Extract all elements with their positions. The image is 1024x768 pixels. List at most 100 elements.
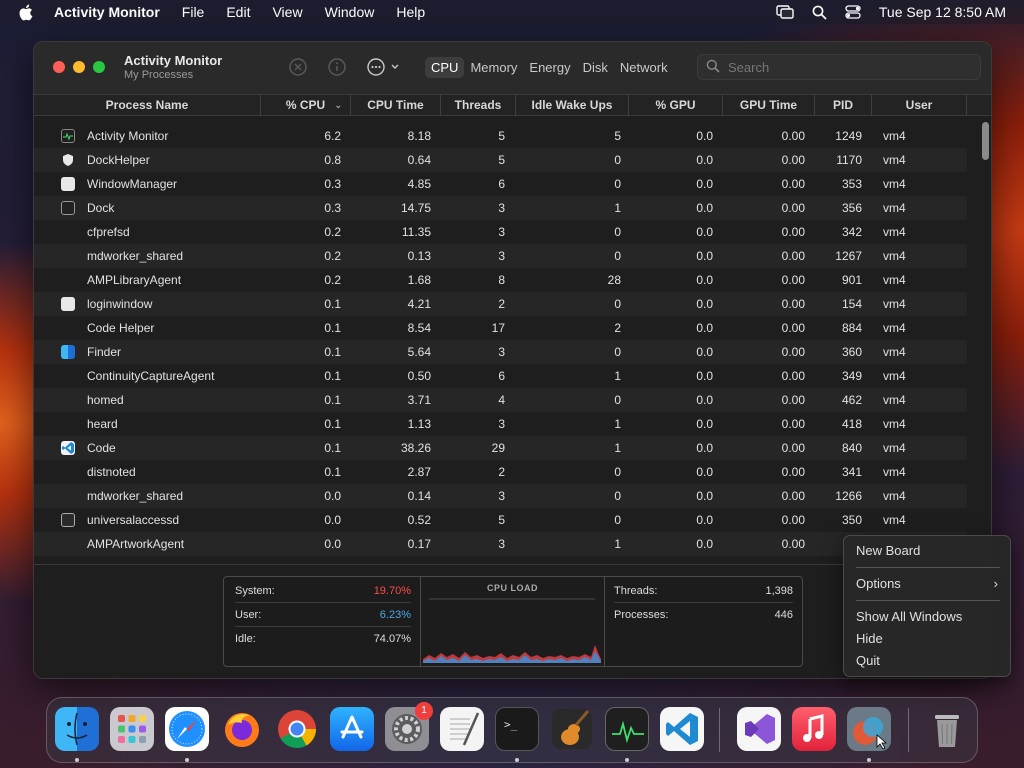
- table-row[interactable]: Activity Monitor 6.2 8.18 5 5 0.0 0.00 1249 vm4: [34, 124, 967, 148]
- cell-user: vm4: [883, 489, 906, 503]
- tab-energy[interactable]: Energy: [529, 59, 571, 75]
- table-row[interactable]: WindowManager 0.3 4.85 6 0 0.0 0.00 353 vm4: [34, 172, 967, 196]
- table-row[interactable]: cfprefsd 0.2 11.35 3 0 0.0 0.00 342 vm4: [34, 220, 967, 244]
- cell-idle: 1: [614, 441, 621, 455]
- apple-menu-icon[interactable]: [18, 4, 40, 21]
- app-store-icon[interactable]: [330, 707, 374, 751]
- chrome-icon[interactable]: [275, 707, 319, 751]
- screen-mirroring-icon[interactable]: [776, 5, 794, 19]
- table-row[interactable]: Dock 0.3 14.75 3 1 0.0 0.00 356 vm4: [34, 196, 967, 220]
- cell-cpu-time: 0.52: [407, 513, 431, 527]
- table-row[interactable]: Finder 0.1 5.64 3 0 0.0 0.00 360 vm4: [34, 340, 967, 364]
- cell-user: vm4: [883, 177, 906, 191]
- window-icon: [61, 177, 75, 191]
- menu-app-name[interactable]: Activity Monitor: [54, 4, 160, 20]
- stop-process-icon[interactable]: [288, 57, 308, 77]
- col-pid[interactable]: PID: [815, 95, 872, 116]
- textedit-icon[interactable]: [440, 707, 484, 751]
- cell-gpu: 0.0: [696, 345, 713, 359]
- menu-clock[interactable]: Tue Sep 12 8:50 AM: [878, 4, 1006, 20]
- minimize-window-button[interactable]: [73, 61, 85, 73]
- safari-icon[interactable]: [165, 707, 209, 751]
- menu-window[interactable]: Window: [324, 4, 375, 20]
- control-center-icon[interactable]: [845, 5, 861, 19]
- menu-item-hide[interactable]: Hide: [856, 629, 1002, 649]
- col-cpu-time[interactable]: CPU Time: [351, 95, 441, 116]
- tab-memory[interactable]: Memory: [470, 59, 518, 75]
- garageband-icon[interactable]: [550, 707, 594, 751]
- tab-disk[interactable]: Disk: [582, 59, 608, 75]
- search-field[interactable]: [697, 54, 981, 80]
- menu-item-quit[interactable]: Quit: [856, 651, 1002, 671]
- board-app-icon[interactable]: [847, 707, 891, 751]
- terminal-icon[interactable]: >_: [495, 707, 539, 751]
- launchpad-icon[interactable]: [110, 707, 154, 751]
- cell-gpu-time: 0.00: [781, 537, 805, 551]
- col-idle-wake-ups[interactable]: Idle Wake Ups: [516, 95, 629, 116]
- cell-user: vm4: [883, 393, 906, 407]
- col-process-name[interactable]: Process Name: [34, 95, 261, 116]
- cell-idle: 0: [614, 297, 621, 311]
- cell-idle: 2: [614, 321, 621, 335]
- table-row[interactable]: homed 0.1 3.71 4 0 0.0 0.00 462 vm4: [34, 388, 967, 412]
- menu-file[interactable]: File: [181, 4, 205, 20]
- col-user[interactable]: User: [872, 95, 967, 116]
- cell-cpu-time: 4.85: [407, 177, 431, 191]
- process-table: Activity Monitor 6.2 8.18 5 5 0.0 0.00 1249 vm4 D…: [34, 124, 967, 560]
- tab-cpu[interactable]: CPU: [425, 56, 465, 78]
- spotlight-search-icon[interactable]: [812, 5, 827, 20]
- table-scrollbar[interactable]: [981, 122, 990, 562]
- col-gpu-time[interactable]: GPU Time: [723, 95, 815, 116]
- cell-pid: 1267: [835, 249, 862, 263]
- tab-network[interactable]: Network: [619, 59, 668, 75]
- cell-gpu-time: 0.00: [781, 273, 805, 287]
- table-row[interactable]: mdworker_shared 0.0 0.14 3 0 0.0 0.00 1266 vm4: [34, 484, 967, 508]
- table-row[interactable]: AMPLibraryAgent 0.2 1.68 8 28 0.0 0.00 901 vm4: [34, 268, 967, 292]
- cell-cpu: 0.2: [324, 249, 341, 263]
- cell-user: vm4: [883, 369, 906, 383]
- vscode-icon[interactable]: [660, 707, 704, 751]
- info-icon[interactable]: [327, 57, 347, 77]
- trash-icon[interactable]: [925, 707, 969, 751]
- cell-threads: 2: [498, 297, 505, 311]
- table-row[interactable]: universalaccessd 0.0 0.52 5 0 0.0 0.00 350 vm4: [34, 508, 967, 532]
- table-row[interactable]: ContinuityCaptureAgent 0.1 0.50 6 1 0.0 0.00 34…: [34, 364, 967, 388]
- music-icon[interactable]: [792, 707, 836, 751]
- cell-gpu-time: 0.00: [781, 513, 805, 527]
- menu-edit[interactable]: Edit: [226, 4, 251, 20]
- finder-icon[interactable]: [55, 707, 99, 751]
- visual-studio-icon[interactable]: [737, 707, 781, 751]
- firefox-icon[interactable]: [220, 707, 264, 751]
- menu-item-options[interactable]: Options ›: [856, 574, 1002, 594]
- process-name: homed: [87, 393, 124, 407]
- cell-cpu-time: 4.21: [407, 297, 431, 311]
- table-row[interactable]: DockHelper 0.8 0.64 5 0 0.0 0.00 1170 vm4: [34, 148, 967, 172]
- menu-view[interactable]: View: [272, 4, 303, 20]
- cell-gpu: 0.0: [696, 225, 713, 239]
- table-row[interactable]: heard 0.1 1.13 3 1 0.0 0.00 418 vm4: [34, 412, 967, 436]
- cell-idle: 0: [614, 489, 621, 503]
- menu-item-new-board[interactable]: New Board: [856, 541, 1002, 561]
- col-cpu-percent[interactable]: % CPU ⌄: [261, 95, 351, 116]
- scrollbar-thumb[interactable]: [982, 122, 989, 160]
- cell-cpu: 0.1: [324, 393, 341, 407]
- close-window-button[interactable]: [53, 61, 65, 73]
- zoom-window-button[interactable]: [93, 61, 105, 73]
- table-row[interactable]: distnoted 0.1 2.87 2 0 0.0 0.00 341 vm4: [34, 460, 967, 484]
- menu-item-label: New Board: [856, 543, 921, 558]
- activity-monitor-icon[interactable]: [605, 707, 649, 751]
- cell-pid: 360: [841, 345, 862, 359]
- menu-help[interactable]: Help: [396, 4, 426, 20]
- col-threads[interactable]: Threads: [441, 95, 516, 116]
- table-row[interactable]: AMPArtworkAgent 0.0 0.17 3 1 0.0 0.00: [34, 532, 967, 556]
- more-options-icon[interactable]: [366, 57, 404, 77]
- table-row[interactable]: mdworker_shared 0.2 0.13 3 0 0.0 0.00 1267 vm4: [34, 244, 967, 268]
- cell-idle: 0: [614, 465, 621, 479]
- search-input[interactable]: [728, 59, 968, 75]
- table-row[interactable]: loginwindow 0.1 4.21 2 0 0.0 0.00 154 vm4: [34, 292, 967, 316]
- table-row[interactable]: Code Helper 0.1 8.54 17 2 0.0 0.00 884 vm4: [34, 316, 967, 340]
- col-gpu-percent[interactable]: % GPU: [629, 95, 723, 116]
- menu-item-show-all-windows[interactable]: Show All Windows: [856, 607, 1002, 627]
- cell-cpu-time: 1.13: [407, 417, 431, 431]
- table-row[interactable]: Code 0.1 38.26 29 1 0.0 0.00 840 vm4: [34, 436, 967, 460]
